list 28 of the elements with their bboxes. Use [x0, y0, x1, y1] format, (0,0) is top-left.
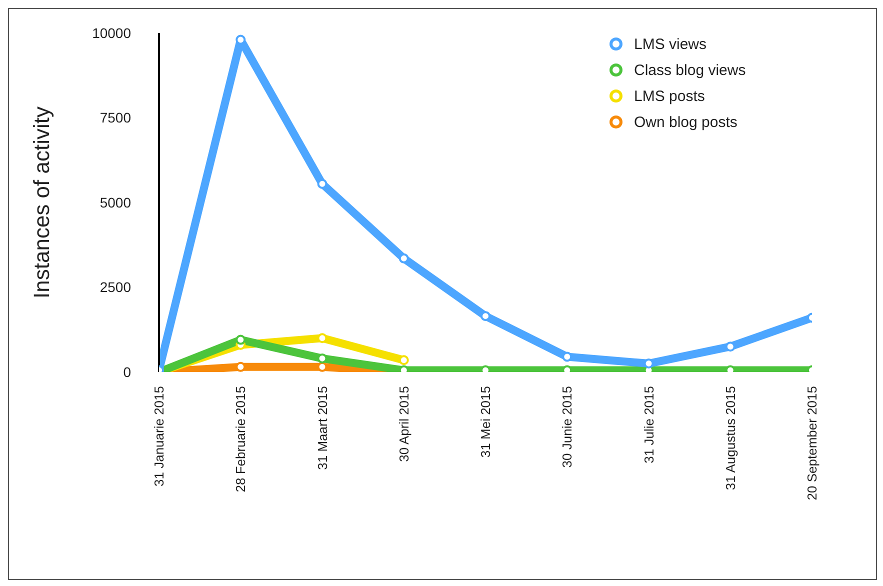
y-tick-label: 0: [123, 364, 132, 380]
x-tick-label: 31 Januarie 2015: [152, 386, 166, 486]
x-tick-label: 31 Mei 2015: [478, 386, 493, 458]
x-tick-label: 31 Julie 2015: [641, 386, 656, 464]
y-tick-label: 2500: [100, 279, 132, 296]
legend-label: LMS posts: [634, 88, 705, 104]
point: [398, 253, 409, 264]
point: [317, 353, 328, 364]
y-tick-label: 5000: [100, 194, 132, 210]
point: [236, 334, 246, 345]
point: [317, 178, 328, 189]
x-tick-label: 31 Maart 2015: [314, 386, 330, 470]
x-tick-label: 20 September 2015: [804, 386, 820, 500]
point: [480, 311, 490, 322]
legend-label: Own blog posts: [634, 114, 738, 130]
x-tick-label: 30 Junie 2015: [560, 386, 575, 468]
y-axis-title: Instances of activity: [28, 106, 54, 298]
legend-label: LMS views: [634, 36, 707, 52]
point: [317, 362, 328, 372]
point: [644, 358, 654, 369]
point: [398, 355, 409, 366]
x-tick-label: 30 April 2015: [396, 386, 412, 462]
y-tick-label: 7500: [100, 110, 132, 126]
y-tick-label: 10000: [92, 24, 132, 41]
point: [725, 342, 736, 352]
legend-label: Class blog views: [634, 62, 746, 78]
x-tick-label: 28 Februarie 2015: [233, 386, 248, 492]
x-tick-label: 31 Augustus 2015: [722, 386, 738, 490]
